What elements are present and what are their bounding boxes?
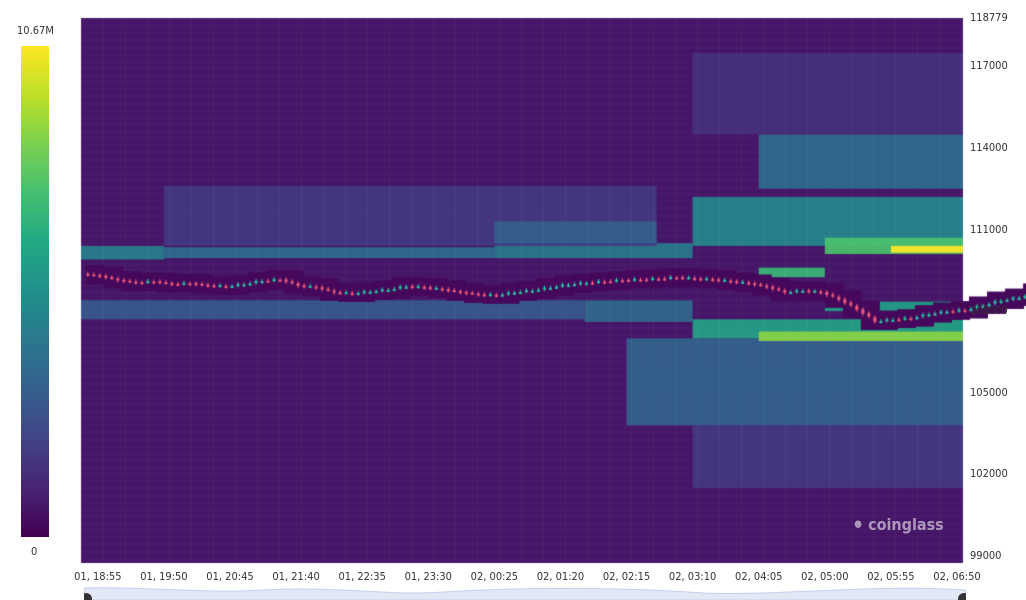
x-tick-label: 01, 22:35 — [338, 570, 386, 583]
y-tick-label: 114000 — [970, 140, 1008, 154]
y-tick-label: 111000 — [970, 222, 1008, 236]
colorbar-max-label: 10.67M — [17, 24, 54, 37]
y-tick-label: 118779 — [970, 11, 1008, 24]
colorbar-min-label: 0 — [31, 545, 38, 558]
x-tick-label: 02, 03:10 — [668, 570, 717, 583]
coinglass-logo-icon: ⚫ — [852, 515, 865, 534]
y-tick-label: 102000 — [970, 467, 1008, 481]
y-tick-label: 108000 — [970, 304, 1008, 318]
x-tick-label: 02, 04:05 — [735, 570, 783, 583]
slider-right-handle[interactable] — [958, 593, 966, 600]
x-tick-label: 02, 00:25 — [470, 570, 519, 583]
watermark-text: coinglass — [868, 515, 944, 534]
x-tick-label: 01, 20:45 — [206, 570, 254, 583]
y-tick-label: 99000 — [970, 548, 1002, 562]
x-tick-label: 01, 23:30 — [404, 570, 452, 583]
x-tick-label: 02, 05:00 — [801, 570, 849, 583]
x-tick-label: 02, 01:20 — [536, 570, 585, 583]
y-tick-label: 117000 — [970, 59, 1008, 73]
x-tick-label: 01, 18:55 — [74, 570, 122, 583]
x-tick-label: 01, 19:50 — [140, 570, 188, 583]
x-tick-label: 01, 21:40 — [272, 570, 320, 583]
y-tick-label: 105000 — [970, 385, 1008, 399]
slider-left-handle[interactable] — [84, 593, 92, 600]
x-tick-label: 02, 05:55 — [867, 570, 915, 583]
x-tick-label: 02, 06:50 — [933, 570, 981, 583]
time-range-slider[interactable] — [84, 584, 966, 600]
watermark: ⚫ coinglass — [852, 515, 944, 534]
x-tick-label: 02, 02:15 — [602, 570, 651, 583]
colorbar — [21, 46, 49, 537]
